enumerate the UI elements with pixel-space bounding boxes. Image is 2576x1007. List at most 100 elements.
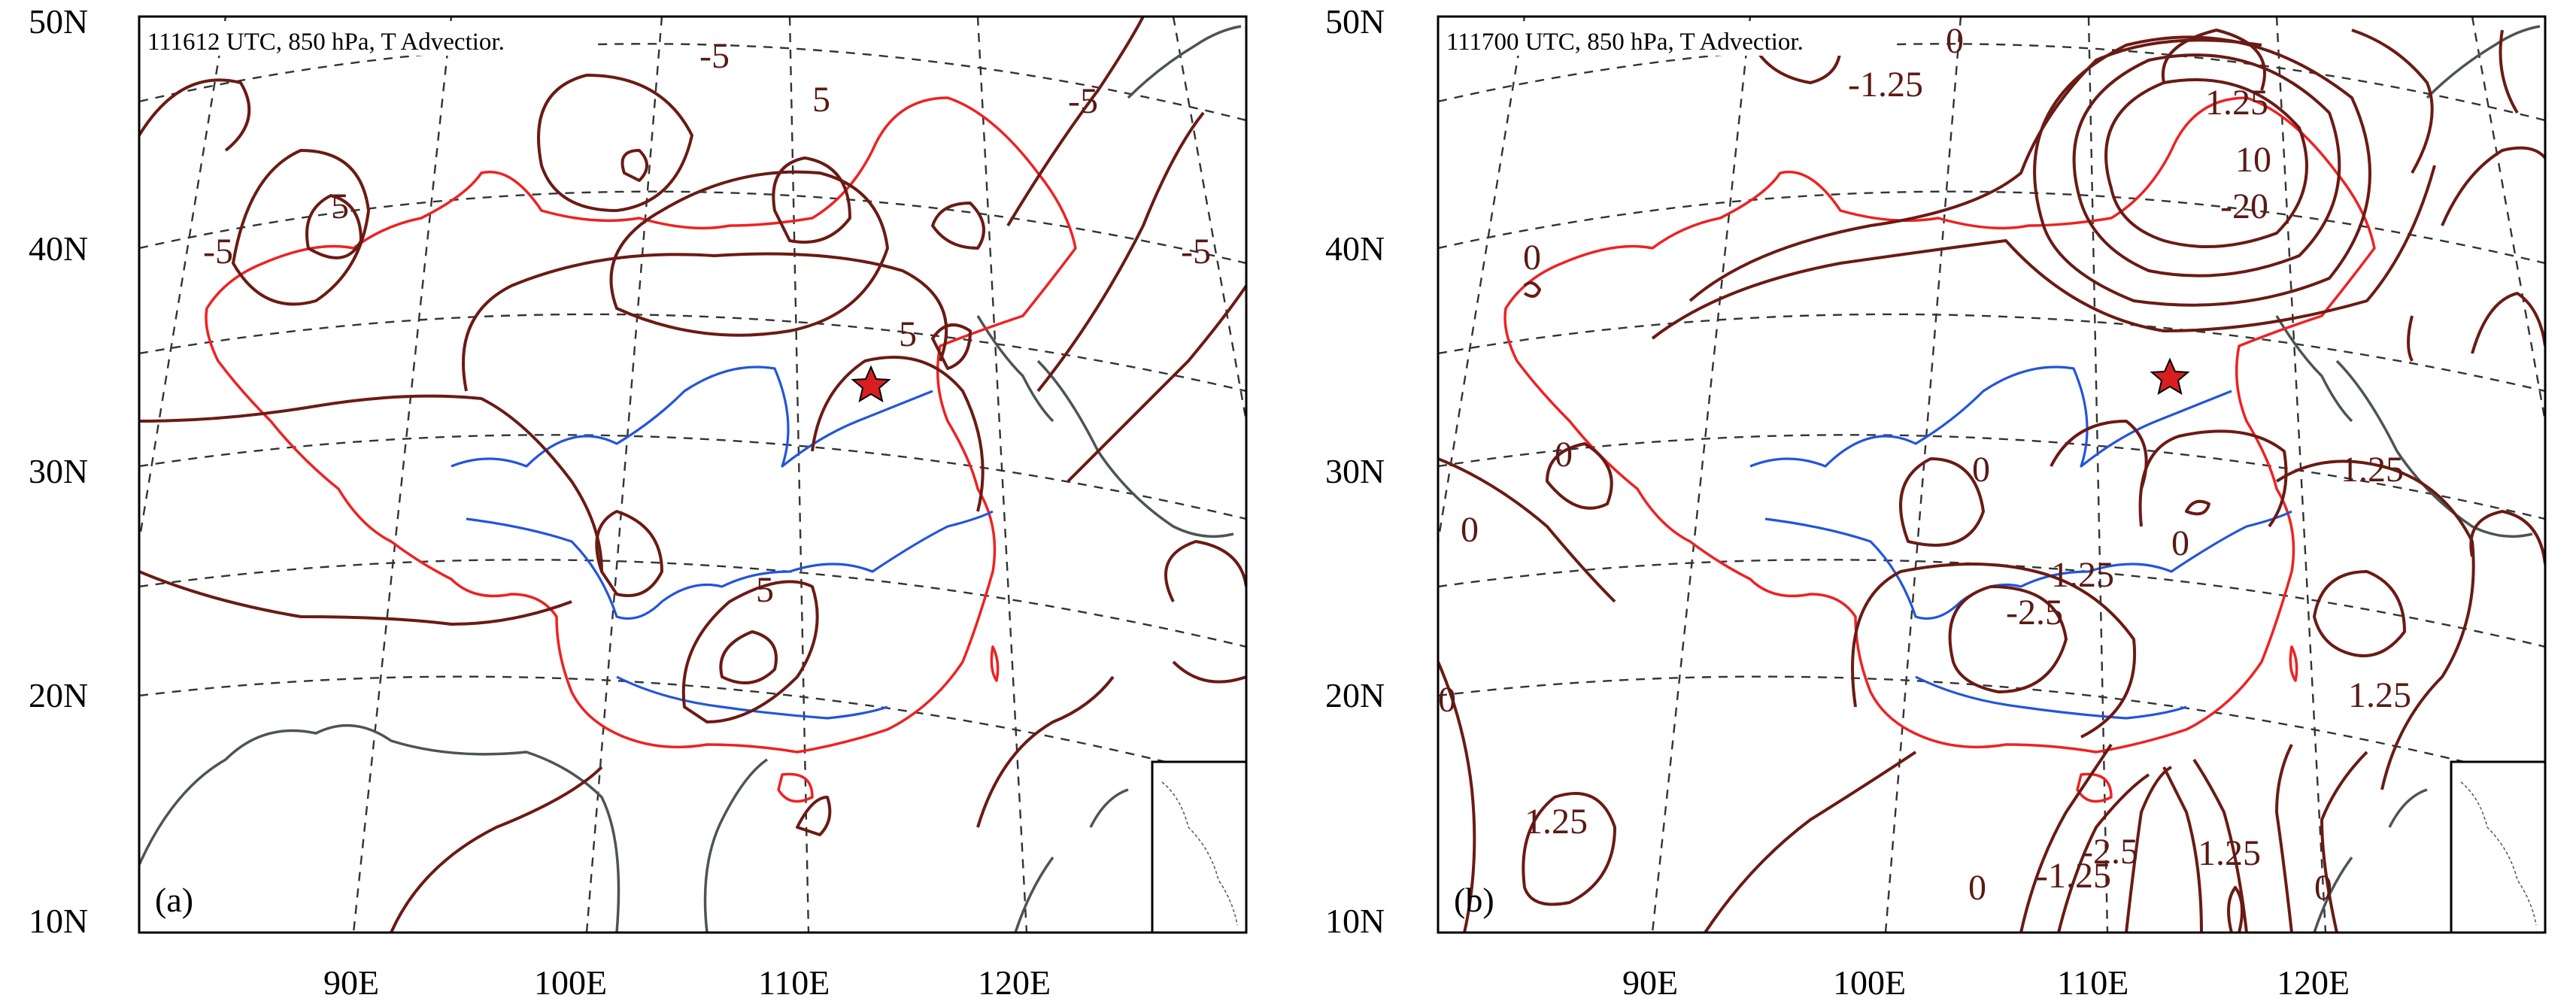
hainan <box>777 772 814 803</box>
contour-label-a-5: -5 <box>1181 232 1211 271</box>
parallel-40n <box>139 190 1246 265</box>
contour-label-b-20: 0 <box>1968 868 1986 908</box>
contour-b-24 <box>2162 766 2203 933</box>
meridian-120e <box>976 17 1028 933</box>
inset-b <box>2450 760 2547 934</box>
contour-a-15 <box>811 356 985 512</box>
meridian-130e-b <box>2471 17 2545 422</box>
contour-a-22 <box>390 766 603 933</box>
contour-label-b-11: -2.5 <box>2006 593 2063 632</box>
contour-b-33 <box>2499 29 2519 114</box>
contour-label-a-7: 5 <box>756 570 774 610</box>
lon-label-90e: 90E <box>323 963 379 1002</box>
contour-label-b-9: 1.25 <box>2341 450 2404 490</box>
contour-a-12 <box>595 510 663 597</box>
contour-label-b-15: 0 <box>1461 510 1479 550</box>
meridian-100e-b <box>1884 17 1962 933</box>
coastline-indochina <box>703 758 768 933</box>
parallel-20n <box>139 675 1246 784</box>
meridian-130e <box>1172 17 1246 422</box>
contour-label-b-1: 1.25 <box>2205 83 2268 123</box>
contour-a-6 <box>772 156 851 244</box>
lat-label-20n: 20N <box>29 676 88 714</box>
contour-label-b-5: -1.25 <box>1848 65 1923 105</box>
frame-a <box>138 15 1248 934</box>
lat-label-50n-b: 50N <box>1325 2 1385 41</box>
meridian-80e-b <box>1438 17 1526 542</box>
contour-label-a-2: -5 <box>203 232 233 271</box>
contour-b-2 <box>2072 53 2341 278</box>
contour-a-9 <box>462 252 948 392</box>
parallel-40n-b <box>1438 190 2545 265</box>
parallel-30n <box>139 434 1246 520</box>
contour-b-6 <box>2161 29 2266 91</box>
contour-label-b-8: 0 <box>1972 450 1990 490</box>
contour-a-3 <box>305 194 363 259</box>
yangtze-river <box>466 510 994 620</box>
contour-b-1 <box>2104 78 2308 248</box>
contour-b-8 <box>1546 442 1613 510</box>
contour-b-15 <box>2275 460 2475 790</box>
contour-a-13 <box>681 580 819 723</box>
parallel-35n-b <box>1438 313 2545 393</box>
contour-a-19 <box>1067 284 1246 483</box>
parallel-25n <box>139 559 1246 648</box>
contour-a-8 <box>609 170 889 337</box>
inset-coast-a <box>1161 781 1238 926</box>
contour-a-7 <box>931 202 985 250</box>
parallel-25n-b <box>1438 559 2545 648</box>
coastline-kamchatka-b <box>2426 25 2541 99</box>
lat-label-10n: 10N <box>29 902 88 940</box>
lat-label-40n-b: 40N <box>1325 229 1385 268</box>
inset-coast-b <box>2460 781 2537 926</box>
contour-a-11 <box>139 570 572 626</box>
contour-label-a-8: 5 <box>331 187 349 226</box>
contour-b-16 <box>2313 570 2406 657</box>
pearl-river <box>616 675 888 720</box>
contour-b-4 <box>1689 38 2262 302</box>
contour-b-5 <box>1651 165 2436 340</box>
contour-b-31 <box>2407 315 2414 362</box>
panel-a: 50N 40N 30N 20N 10N 90E 100E 110E 120E <box>29 2 1248 1002</box>
parallel-30n-b <box>1438 434 2545 520</box>
lat-label-50n: 50N <box>29 2 88 41</box>
taiwan-b <box>2289 645 2298 682</box>
contour-label-a-6: 5 <box>899 314 917 354</box>
meridian-120e-b <box>2275 17 2327 933</box>
panel-letter-a: (a) <box>155 881 193 919</box>
contour-a-14 <box>719 630 778 684</box>
lat-label-20n-b: 20N <box>1325 676 1385 714</box>
contour-a-1 <box>139 78 251 152</box>
contour-b-19 <box>1522 792 1616 906</box>
star-icon <box>851 365 891 403</box>
contour-a-18 <box>1036 111 1205 393</box>
coastline-korea <box>976 315 1054 423</box>
lon-label-110e-b: 110E <box>2057 963 2128 1002</box>
panel-title-a: 111612 UTC, 850 hPa, T Advectior. <box>147 29 505 56</box>
china-border <box>205 96 1077 754</box>
title-bg-b <box>1443 21 1895 56</box>
contour-b-26 <box>2275 744 2293 933</box>
contour-label-b-16: 0 <box>1438 680 1456 720</box>
contour-b-35 <box>1523 281 1541 298</box>
parallel-20n-b <box>1438 675 2545 784</box>
coastline-korea-b <box>2275 315 2353 423</box>
contour-b-20 <box>1704 751 1917 933</box>
meridian-90e-b <box>1651 17 1752 933</box>
lon-label-120e-b: 120E <box>2277 963 2350 1002</box>
parallel-35n <box>139 313 1246 393</box>
lon-label-100e: 100E <box>534 963 607 1002</box>
coastline-seasia <box>139 723 620 933</box>
contour-a-16 <box>931 323 972 370</box>
contour-b-9 <box>1899 457 1985 547</box>
contour-b-29 <box>2471 292 2545 354</box>
contour-b-25 <box>2192 758 2248 933</box>
contour-label-b-4: 0 <box>1523 238 1541 278</box>
yangtze-river-b <box>1764 510 2292 620</box>
lat-label-40n: 40N <box>29 229 88 268</box>
yellow-river <box>451 365 933 468</box>
coastline-kamchatka <box>1127 25 1242 99</box>
parallel-45n-b <box>1438 43 2545 122</box>
contour-b-14 <box>2185 499 2210 516</box>
